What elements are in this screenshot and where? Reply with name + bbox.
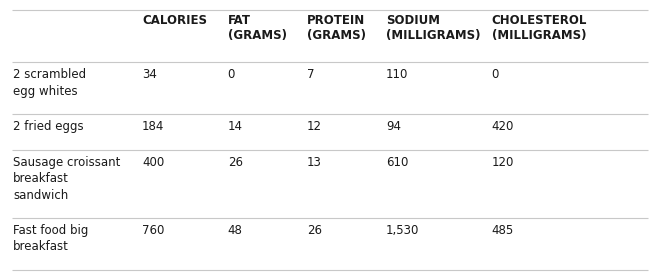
Text: 12: 12 xyxy=(307,120,322,133)
Text: 110: 110 xyxy=(386,68,409,81)
Text: 400: 400 xyxy=(142,156,164,169)
Text: 610: 610 xyxy=(386,156,409,169)
Text: CHOLESTEROL
(MILLIGRAMS): CHOLESTEROL (MILLIGRAMS) xyxy=(492,14,587,42)
Text: 94: 94 xyxy=(386,120,401,133)
Text: 34: 34 xyxy=(142,68,157,81)
Text: 485: 485 xyxy=(492,224,514,237)
Text: CALORIES: CALORIES xyxy=(142,14,207,27)
Text: 760: 760 xyxy=(142,224,164,237)
Text: 26: 26 xyxy=(307,224,322,237)
Text: Sausage croissant
breakfast
sandwich: Sausage croissant breakfast sandwich xyxy=(13,156,121,202)
Text: 13: 13 xyxy=(307,156,322,169)
Text: 1,530: 1,530 xyxy=(386,224,420,237)
Text: 2 fried eggs: 2 fried eggs xyxy=(13,120,84,133)
Text: Fast food big
breakfast: Fast food big breakfast xyxy=(13,224,88,253)
Text: 7: 7 xyxy=(307,68,314,81)
Text: 0: 0 xyxy=(228,68,235,81)
Text: 0: 0 xyxy=(492,68,499,81)
Text: 420: 420 xyxy=(492,120,514,133)
Text: SODIUM
(MILLIGRAMS): SODIUM (MILLIGRAMS) xyxy=(386,14,480,42)
Text: 2 scrambled
egg whites: 2 scrambled egg whites xyxy=(13,68,86,98)
Text: 184: 184 xyxy=(142,120,164,133)
Text: 120: 120 xyxy=(492,156,514,169)
Text: 14: 14 xyxy=(228,120,243,133)
Text: FAT
(GRAMS): FAT (GRAMS) xyxy=(228,14,286,42)
Text: PROTEIN
(GRAMS): PROTEIN (GRAMS) xyxy=(307,14,366,42)
Text: 48: 48 xyxy=(228,224,243,237)
Text: 26: 26 xyxy=(228,156,243,169)
